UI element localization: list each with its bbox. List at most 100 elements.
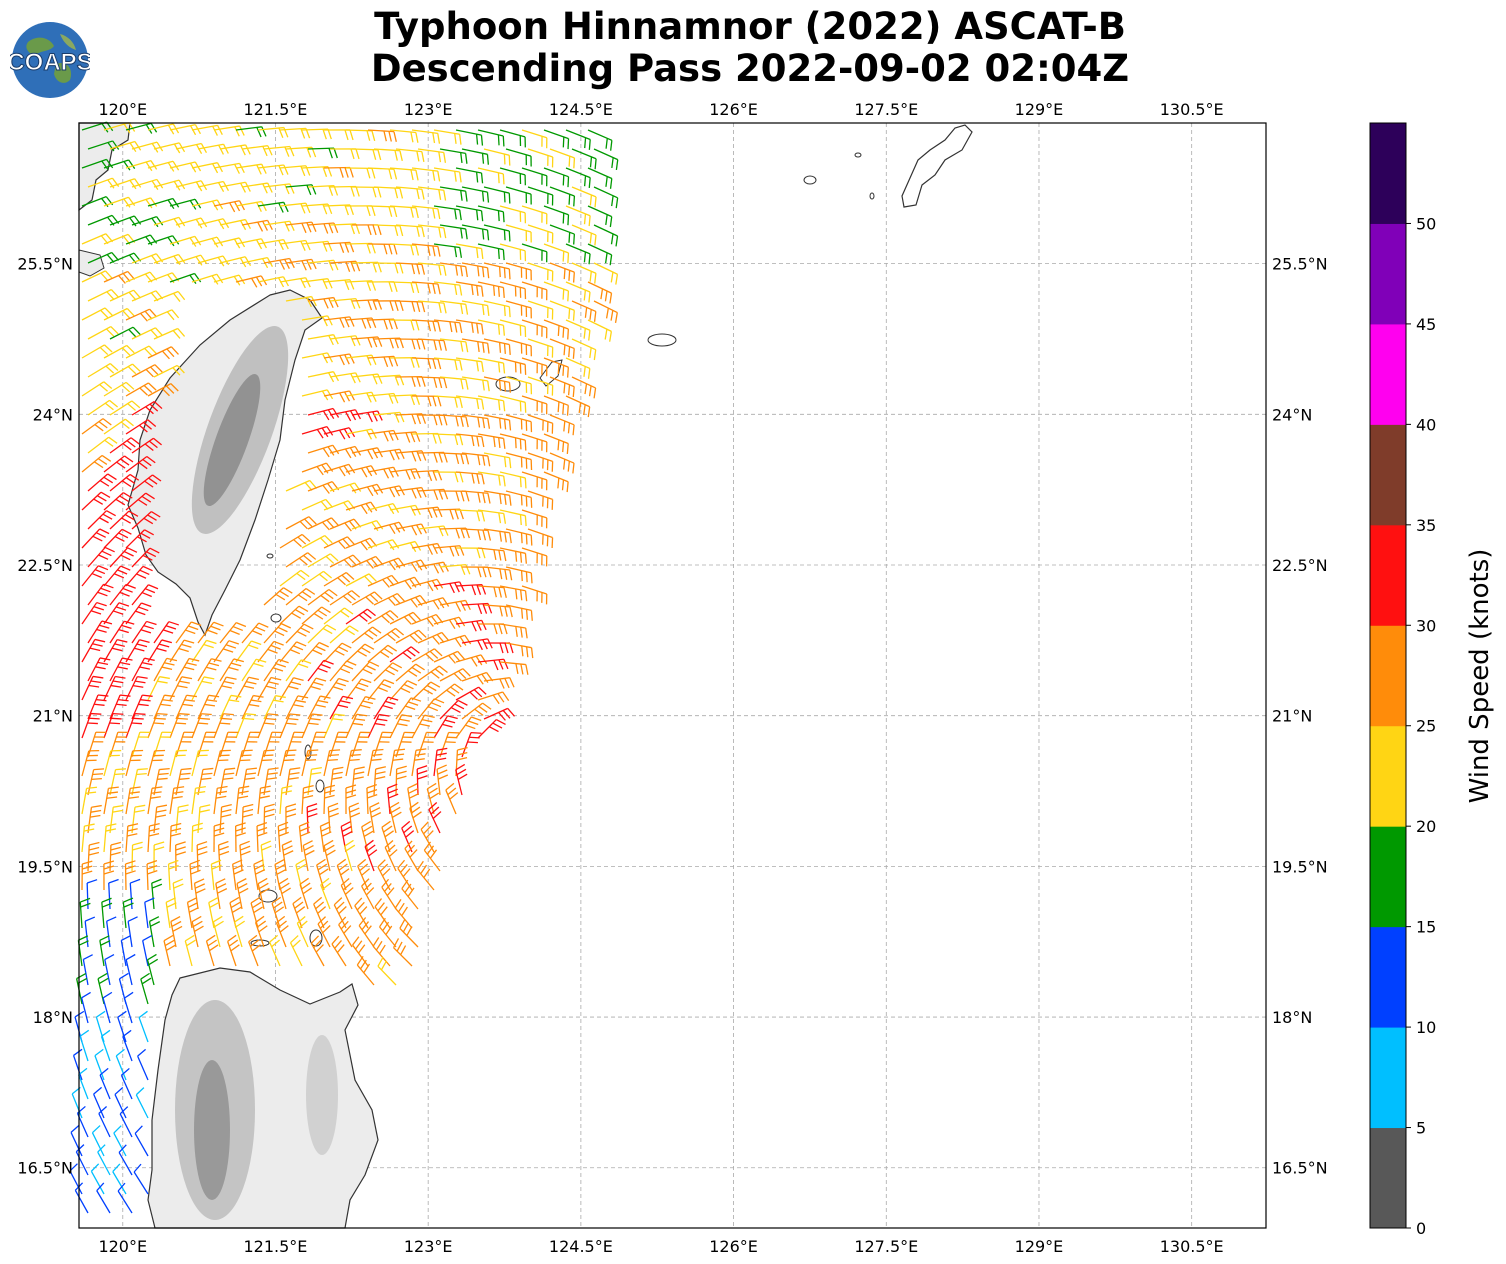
wind-barb: [373, 411, 405, 423]
wind-barb: [125, 122, 158, 134]
wind-barb: [358, 917, 375, 948]
wind-barb: [81, 749, 100, 777]
wind-barb: [345, 129, 376, 142]
wind-barb: [74, 1182, 89, 1214]
wind-barb: [103, 492, 133, 511]
wind-barb: [131, 178, 164, 190]
colorbar-label: Wind Speed (knots): [1465, 549, 1495, 804]
wind-barb: [505, 338, 532, 357]
wind-barb: [113, 1125, 127, 1157]
wind-barb: [213, 125, 245, 137]
wind-barb: [357, 858, 371, 891]
wind-barb: [483, 224, 511, 242]
wind-barb: [191, 639, 217, 663]
wind-barb: [587, 319, 613, 342]
wind-barb: [279, 713, 301, 739]
wind-barb: [87, 473, 117, 492]
wind-barb: [366, 783, 378, 815]
wind-barb: [345, 678, 372, 701]
lat-tick-left: 19.5°N: [17, 857, 73, 876]
wind-barb: [455, 686, 487, 701]
wind-barb: [257, 126, 289, 138]
wind-barb: [399, 918, 419, 948]
wind-barb: [373, 766, 387, 796]
wind-barb: [93, 1086, 105, 1119]
wind-barb: [279, 277, 311, 289]
wind-barb: [301, 462, 334, 476]
chart-title: Typhoon Hinnamnor (2022) ASCAT-B Descend…: [180, 6, 1320, 90]
wind-barb: [439, 262, 468, 278]
wind-barb: [417, 451, 448, 463]
wind-barb: [125, 197, 158, 209]
wind-barb: [78, 1067, 89, 1100]
wind-barb: [175, 657, 200, 682]
wind-barb: [505, 262, 532, 281]
wind-barb: [299, 877, 313, 910]
wind-barb: [103, 381, 135, 397]
wind-barb: [395, 300, 426, 313]
wind-barb: [411, 506, 443, 519]
colorbar-bin: [1370, 625, 1406, 727]
lon-tick-bottom: 130.5°E: [1160, 1237, 1224, 1256]
wind-barb: [411, 542, 443, 555]
wind-barb: [285, 516, 317, 530]
wind-barb: [345, 391, 377, 403]
wind-barb: [389, 646, 420, 663]
lat-tick-left: 21°N: [33, 707, 73, 726]
wind-barb: [351, 626, 382, 644]
wind-barb: [87, 399, 119, 416]
colorbar-tick-label: 15: [1416, 918, 1436, 937]
wind-barb: [417, 731, 437, 758]
wind-barb: [505, 642, 534, 659]
wind-barb: [147, 160, 180, 172]
wind-barb: [285, 295, 317, 308]
wind-barb: [263, 623, 292, 644]
wind-barb: [433, 471, 464, 483]
wind-barb: [477, 205, 505, 223]
wind-barb: [433, 243, 463, 258]
wind-barb: [153, 804, 168, 834]
wind-barb: [439, 414, 469, 428]
wind-barb: [125, 160, 158, 172]
wind-barb: [527, 376, 554, 396]
wind-barb: [549, 148, 576, 169]
wind-barb: [165, 897, 177, 929]
title-line-2: Descending Pass 2022-09-02 02:04Z: [370, 47, 1130, 90]
wind-barb: [131, 620, 157, 644]
wind-barb: [87, 326, 119, 340]
wind-barb: [461, 566, 492, 578]
wind-barb: [109, 178, 142, 190]
wind-barb: [373, 148, 403, 162]
wind-barb: [384, 839, 398, 872]
wind-barb: [499, 205, 527, 224]
taiwan-mountains: [191, 326, 289, 534]
wind-barb: [125, 492, 155, 511]
wind-barb: [593, 186, 619, 209]
wind-barb: [377, 859, 391, 891]
wind-barb: [131, 327, 163, 340]
wind-barb: [323, 642, 352, 663]
wind-barb: [461, 338, 490, 354]
wind-barb: [147, 822, 160, 853]
wind-barb: [571, 262, 597, 284]
wind-barb: [417, 698, 445, 720]
colorbar-bin: [1370, 926, 1406, 1028]
wind-barb: [461, 300, 490, 316]
wind-barb: [389, 243, 420, 256]
okinawa-island: [901, 124, 973, 208]
wind-barb: [236, 878, 249, 910]
wind-barb: [153, 694, 175, 720]
wind-barb: [219, 622, 247, 644]
land-masses: [78, 122, 973, 1229]
wind-barb: [191, 273, 224, 285]
wind-barb: [278, 877, 291, 910]
wind-barb: [433, 281, 463, 296]
wind-barb: [87, 657, 111, 682]
wind-barb: [417, 300, 447, 314]
wind-barb: [307, 731, 327, 758]
wind-barb: [323, 353, 355, 366]
wind-barb: [197, 767, 214, 796]
wind-barb: [142, 934, 153, 967]
wind-barb: [433, 747, 448, 777]
wind-barb: [411, 714, 435, 739]
